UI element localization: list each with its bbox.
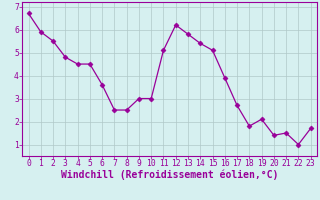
- X-axis label: Windchill (Refroidissement éolien,°C): Windchill (Refroidissement éolien,°C): [61, 170, 278, 180]
